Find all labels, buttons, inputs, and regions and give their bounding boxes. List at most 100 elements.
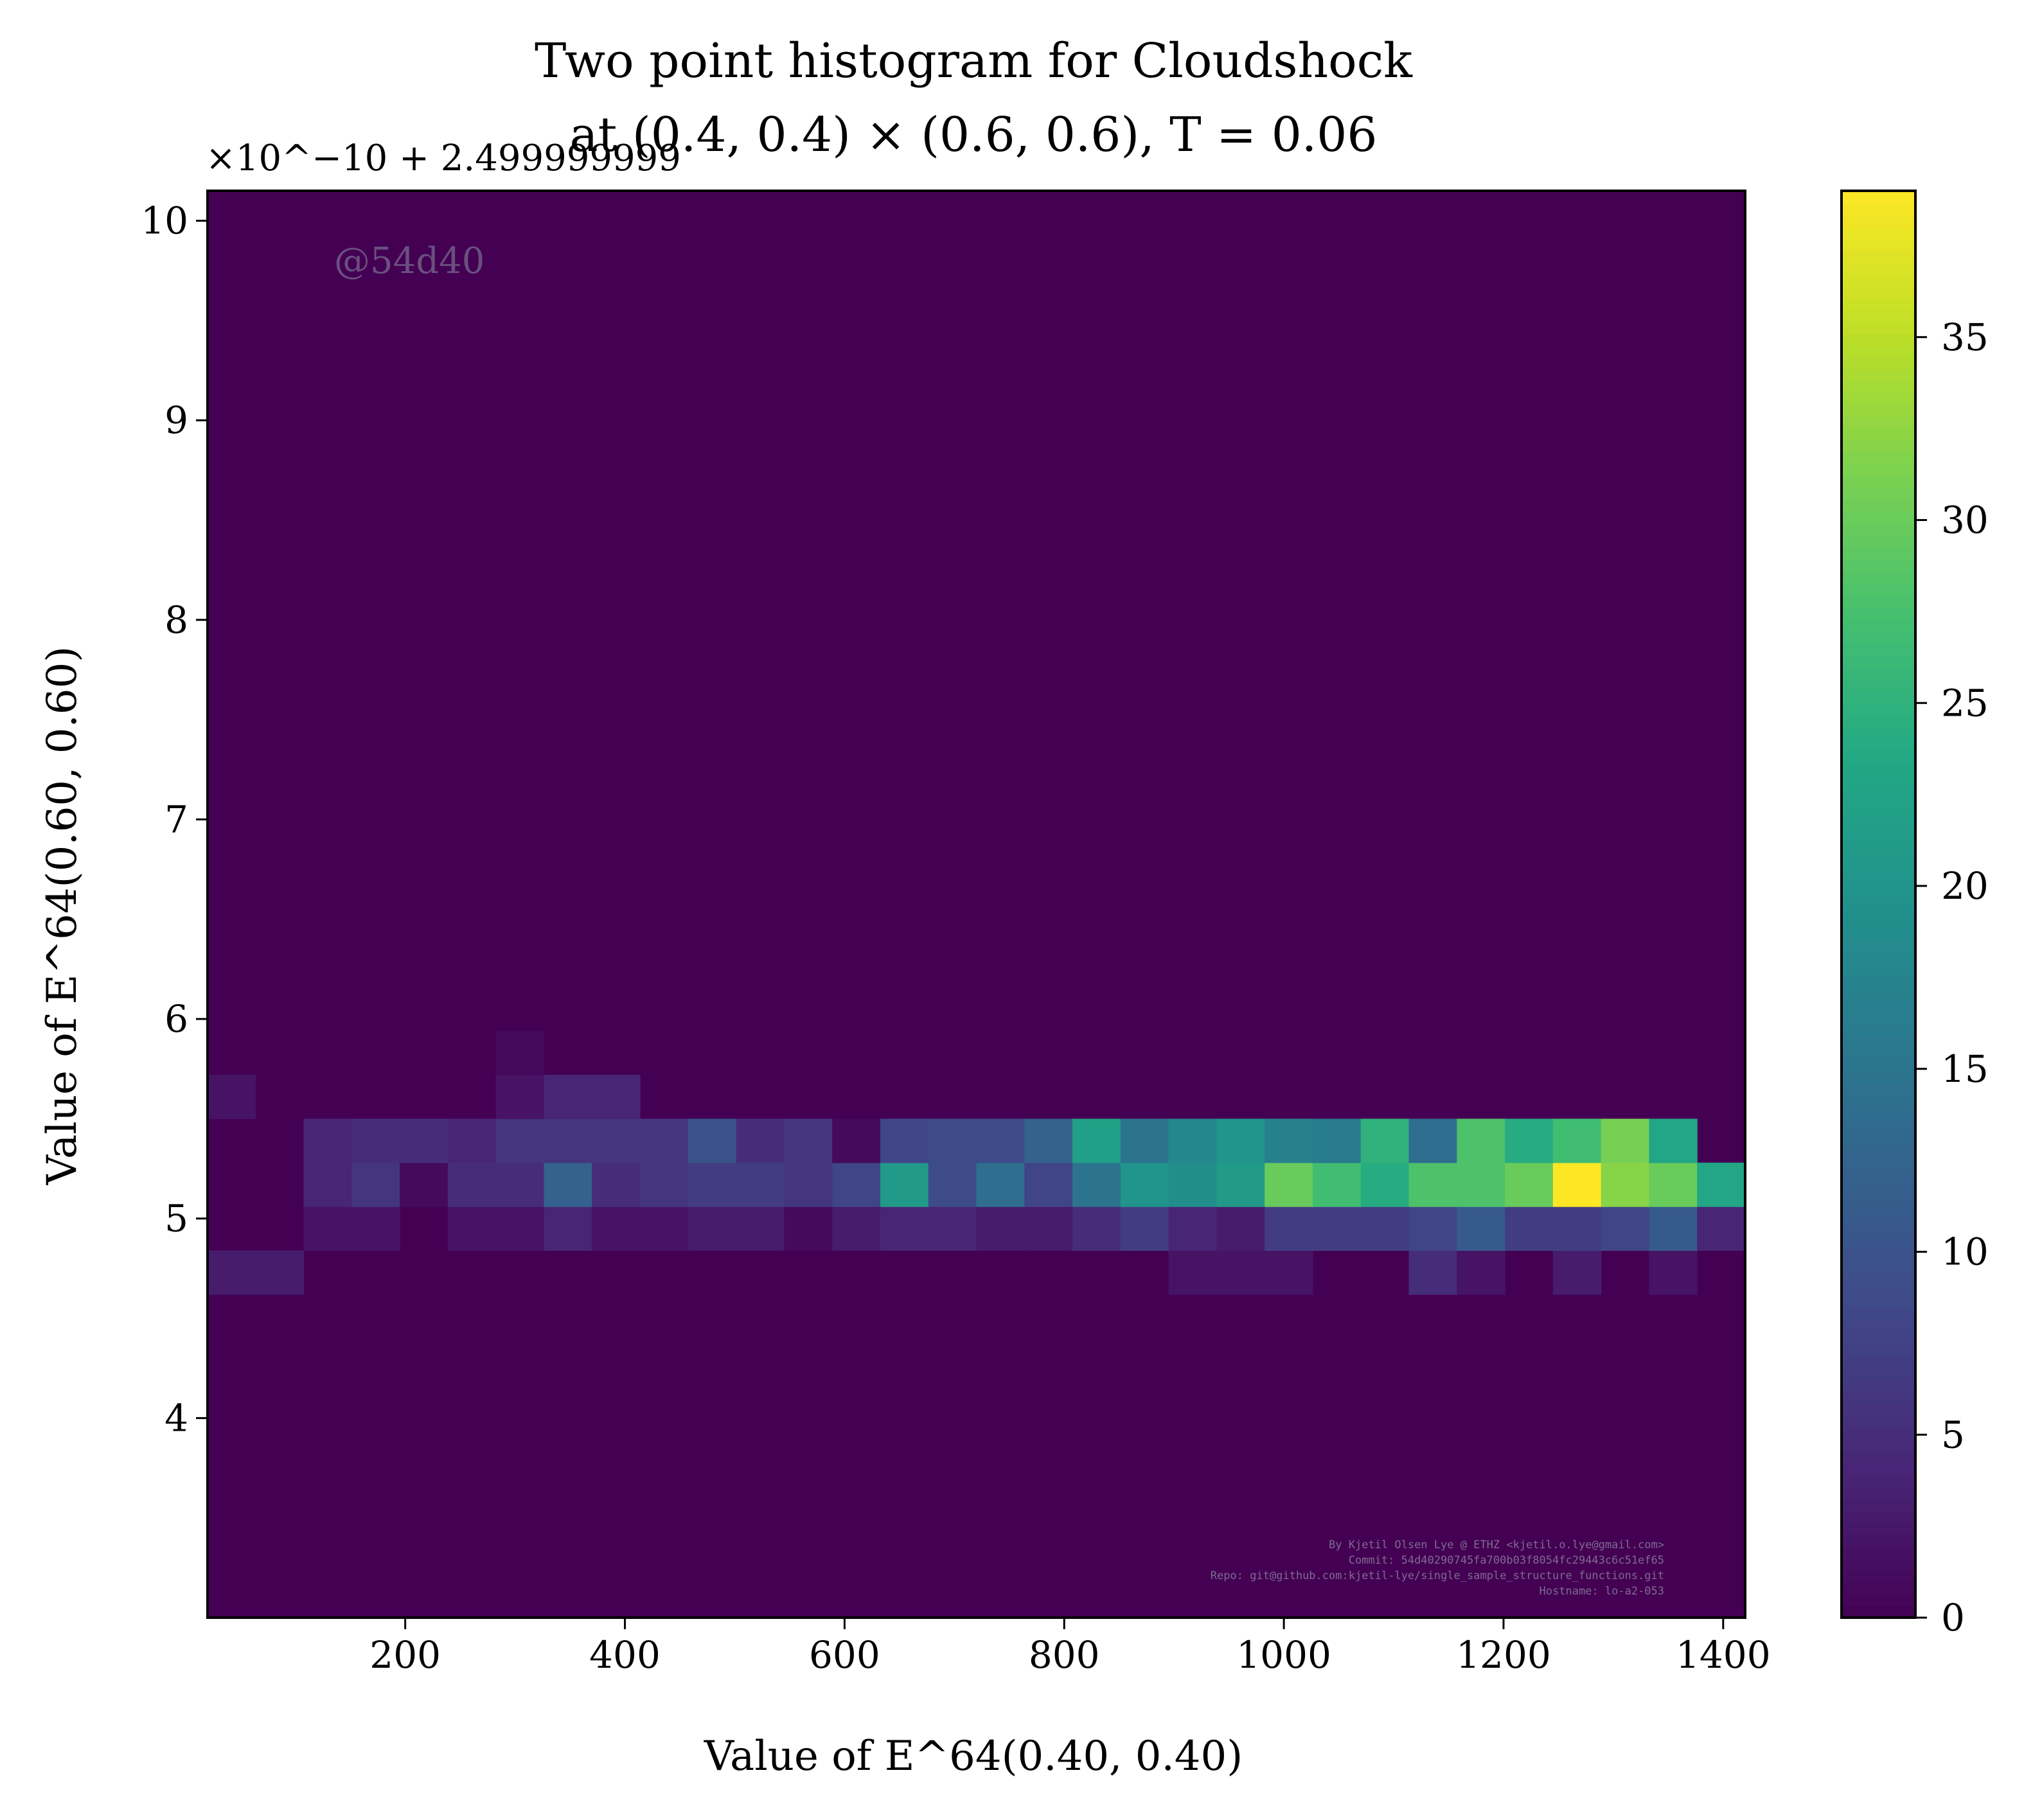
colorbar-tick-label: 0 bbox=[1941, 1596, 1965, 1639]
colorbar-segment bbox=[1842, 1296, 1915, 1309]
histogram-cell bbox=[351, 1118, 400, 1163]
colorbar-segment bbox=[1842, 333, 1915, 346]
histogram-cell bbox=[1697, 1206, 1746, 1251]
histogram-cell bbox=[495, 1030, 545, 1075]
histogram-cell bbox=[1457, 1206, 1505, 1251]
colorbar-segment bbox=[1842, 773, 1915, 786]
colorbar-tick-label: 5 bbox=[1941, 1413, 1965, 1456]
colorbar-segment bbox=[1842, 1510, 1915, 1523]
colorbar-tick-label: 30 bbox=[1941, 499, 1989, 542]
colorbar-tick-label: 10 bbox=[1941, 1230, 1989, 1274]
histogram-cell bbox=[1505, 1162, 1554, 1207]
histogram-cell bbox=[928, 1206, 977, 1251]
histogram-cell bbox=[1120, 1162, 1169, 1207]
histogram-cell bbox=[832, 1118, 881, 1163]
colorbar-segment bbox=[1842, 856, 1915, 869]
histogram-cell bbox=[1312, 1118, 1362, 1163]
chart-subtitle: at (0.4, 0.4) × (0.6, 0.6), T = 0.06 bbox=[570, 107, 1378, 163]
colorbar-segment bbox=[1842, 1035, 1915, 1048]
colorbar-segment bbox=[1842, 345, 1915, 358]
watermark: @54d40 bbox=[334, 240, 484, 282]
colorbar-segment bbox=[1842, 1558, 1915, 1571]
colorbar-segment bbox=[1842, 262, 1915, 275]
colorbar-segment bbox=[1842, 928, 1915, 941]
histogram-cell bbox=[1552, 1250, 1602, 1295]
colorbar-segment bbox=[1842, 238, 1915, 251]
colorbar-segment bbox=[1842, 619, 1915, 632]
histogram-cell bbox=[1360, 1118, 1410, 1163]
colorbar-segment bbox=[1842, 393, 1915, 405]
histogram-cell bbox=[1360, 1162, 1410, 1207]
y-tick-label: 6 bbox=[164, 997, 188, 1041]
colorbar-segment bbox=[1842, 809, 1915, 822]
histogram-cell bbox=[1457, 1250, 1505, 1295]
colorbar-segment bbox=[1842, 1534, 1915, 1547]
histogram-cell bbox=[1072, 1118, 1121, 1163]
colorbar-frame bbox=[1840, 190, 1917, 1619]
histogram-cell bbox=[544, 1162, 592, 1207]
histogram-cell bbox=[1312, 1206, 1362, 1251]
histogram-cell bbox=[495, 1075, 545, 1120]
colorbar-segment bbox=[1842, 297, 1915, 310]
histogram-cell bbox=[976, 1118, 1025, 1163]
colorbar-segment bbox=[1842, 369, 1915, 382]
colorbar-segment bbox=[1842, 1082, 1915, 1095]
credits-line: Hostname: lo-a2-053 bbox=[1540, 1585, 1664, 1598]
histogram-cell bbox=[1552, 1162, 1602, 1207]
colorbar-tick-label: 25 bbox=[1941, 681, 1989, 725]
x-axis-label: Value of E^64(0.40, 0.40) bbox=[704, 1733, 1243, 1780]
histogram-cell bbox=[640, 1206, 689, 1251]
credits-block: By Kjetil Olsen Lye @ ETHZ <kjetil.o.lye… bbox=[1211, 1539, 1664, 1598]
histogram-cell bbox=[784, 1118, 833, 1163]
histogram-cell bbox=[255, 1250, 305, 1295]
x-tick-label: 1000 bbox=[1236, 1633, 1331, 1677]
colorbar-segment bbox=[1842, 1605, 1915, 1618]
colorbar-segment bbox=[1842, 1094, 1915, 1107]
colorbar-segment bbox=[1842, 535, 1915, 549]
colorbar-segment bbox=[1842, 310, 1915, 322]
histogram-cell bbox=[832, 1206, 881, 1251]
colorbar-segment bbox=[1842, 381, 1915, 394]
colorbar-segment bbox=[1842, 702, 1915, 715]
histogram-cell bbox=[736, 1162, 785, 1207]
y-tick-label: 7 bbox=[164, 797, 188, 841]
colorbar-segment bbox=[1842, 250, 1915, 263]
colorbar-segment bbox=[1842, 1118, 1915, 1131]
colorbar-segment bbox=[1842, 987, 1915, 1000]
histogram-cell bbox=[640, 1162, 689, 1207]
histogram-cell bbox=[784, 1162, 833, 1207]
colorbar-segment bbox=[1842, 595, 1915, 608]
colorbar-segment bbox=[1842, 1356, 1915, 1369]
credits-line: Commit: 54d40290745fa700b03f8054fc29443c… bbox=[1349, 1554, 1664, 1567]
colorbar-segment bbox=[1842, 547, 1915, 560]
x-tick-label: 1200 bbox=[1456, 1633, 1551, 1677]
colorbar-segment bbox=[1842, 1498, 1915, 1512]
histogram-cell bbox=[592, 1075, 641, 1120]
colorbar-tick-label: 35 bbox=[1941, 315, 1989, 359]
histogram-cell bbox=[880, 1162, 929, 1207]
colorbar-segment bbox=[1842, 511, 1915, 525]
histogram-cell bbox=[1072, 1162, 1121, 1207]
colorbar-segment bbox=[1842, 215, 1915, 227]
histogram-cell bbox=[1168, 1118, 1218, 1163]
histogram-cell bbox=[544, 1075, 592, 1120]
histogram-cell bbox=[880, 1118, 929, 1163]
histogram-cell bbox=[1024, 1162, 1073, 1207]
histogram-cell bbox=[1408, 1162, 1457, 1207]
histogram-cell bbox=[976, 1206, 1025, 1251]
colorbar-segment bbox=[1842, 357, 1915, 370]
histogram-cell bbox=[784, 1206, 833, 1251]
histogram-cell bbox=[1168, 1162, 1218, 1207]
plot-background bbox=[208, 191, 1745, 1618]
colorbar-segment bbox=[1842, 892, 1915, 905]
colorbar-segment bbox=[1842, 1569, 1915, 1583]
histogram-cell bbox=[1649, 1250, 1698, 1295]
colorbar-segment bbox=[1842, 761, 1915, 774]
histogram-cell bbox=[495, 1162, 545, 1207]
histogram-cell bbox=[1216, 1118, 1265, 1163]
colorbar-segment bbox=[1842, 1189, 1915, 1203]
colorbar-segment bbox=[1842, 428, 1915, 441]
colorbar-segment bbox=[1842, 524, 1915, 536]
colorbar-segment bbox=[1842, 1213, 1915, 1226]
colorbar-segment bbox=[1842, 1106, 1915, 1119]
